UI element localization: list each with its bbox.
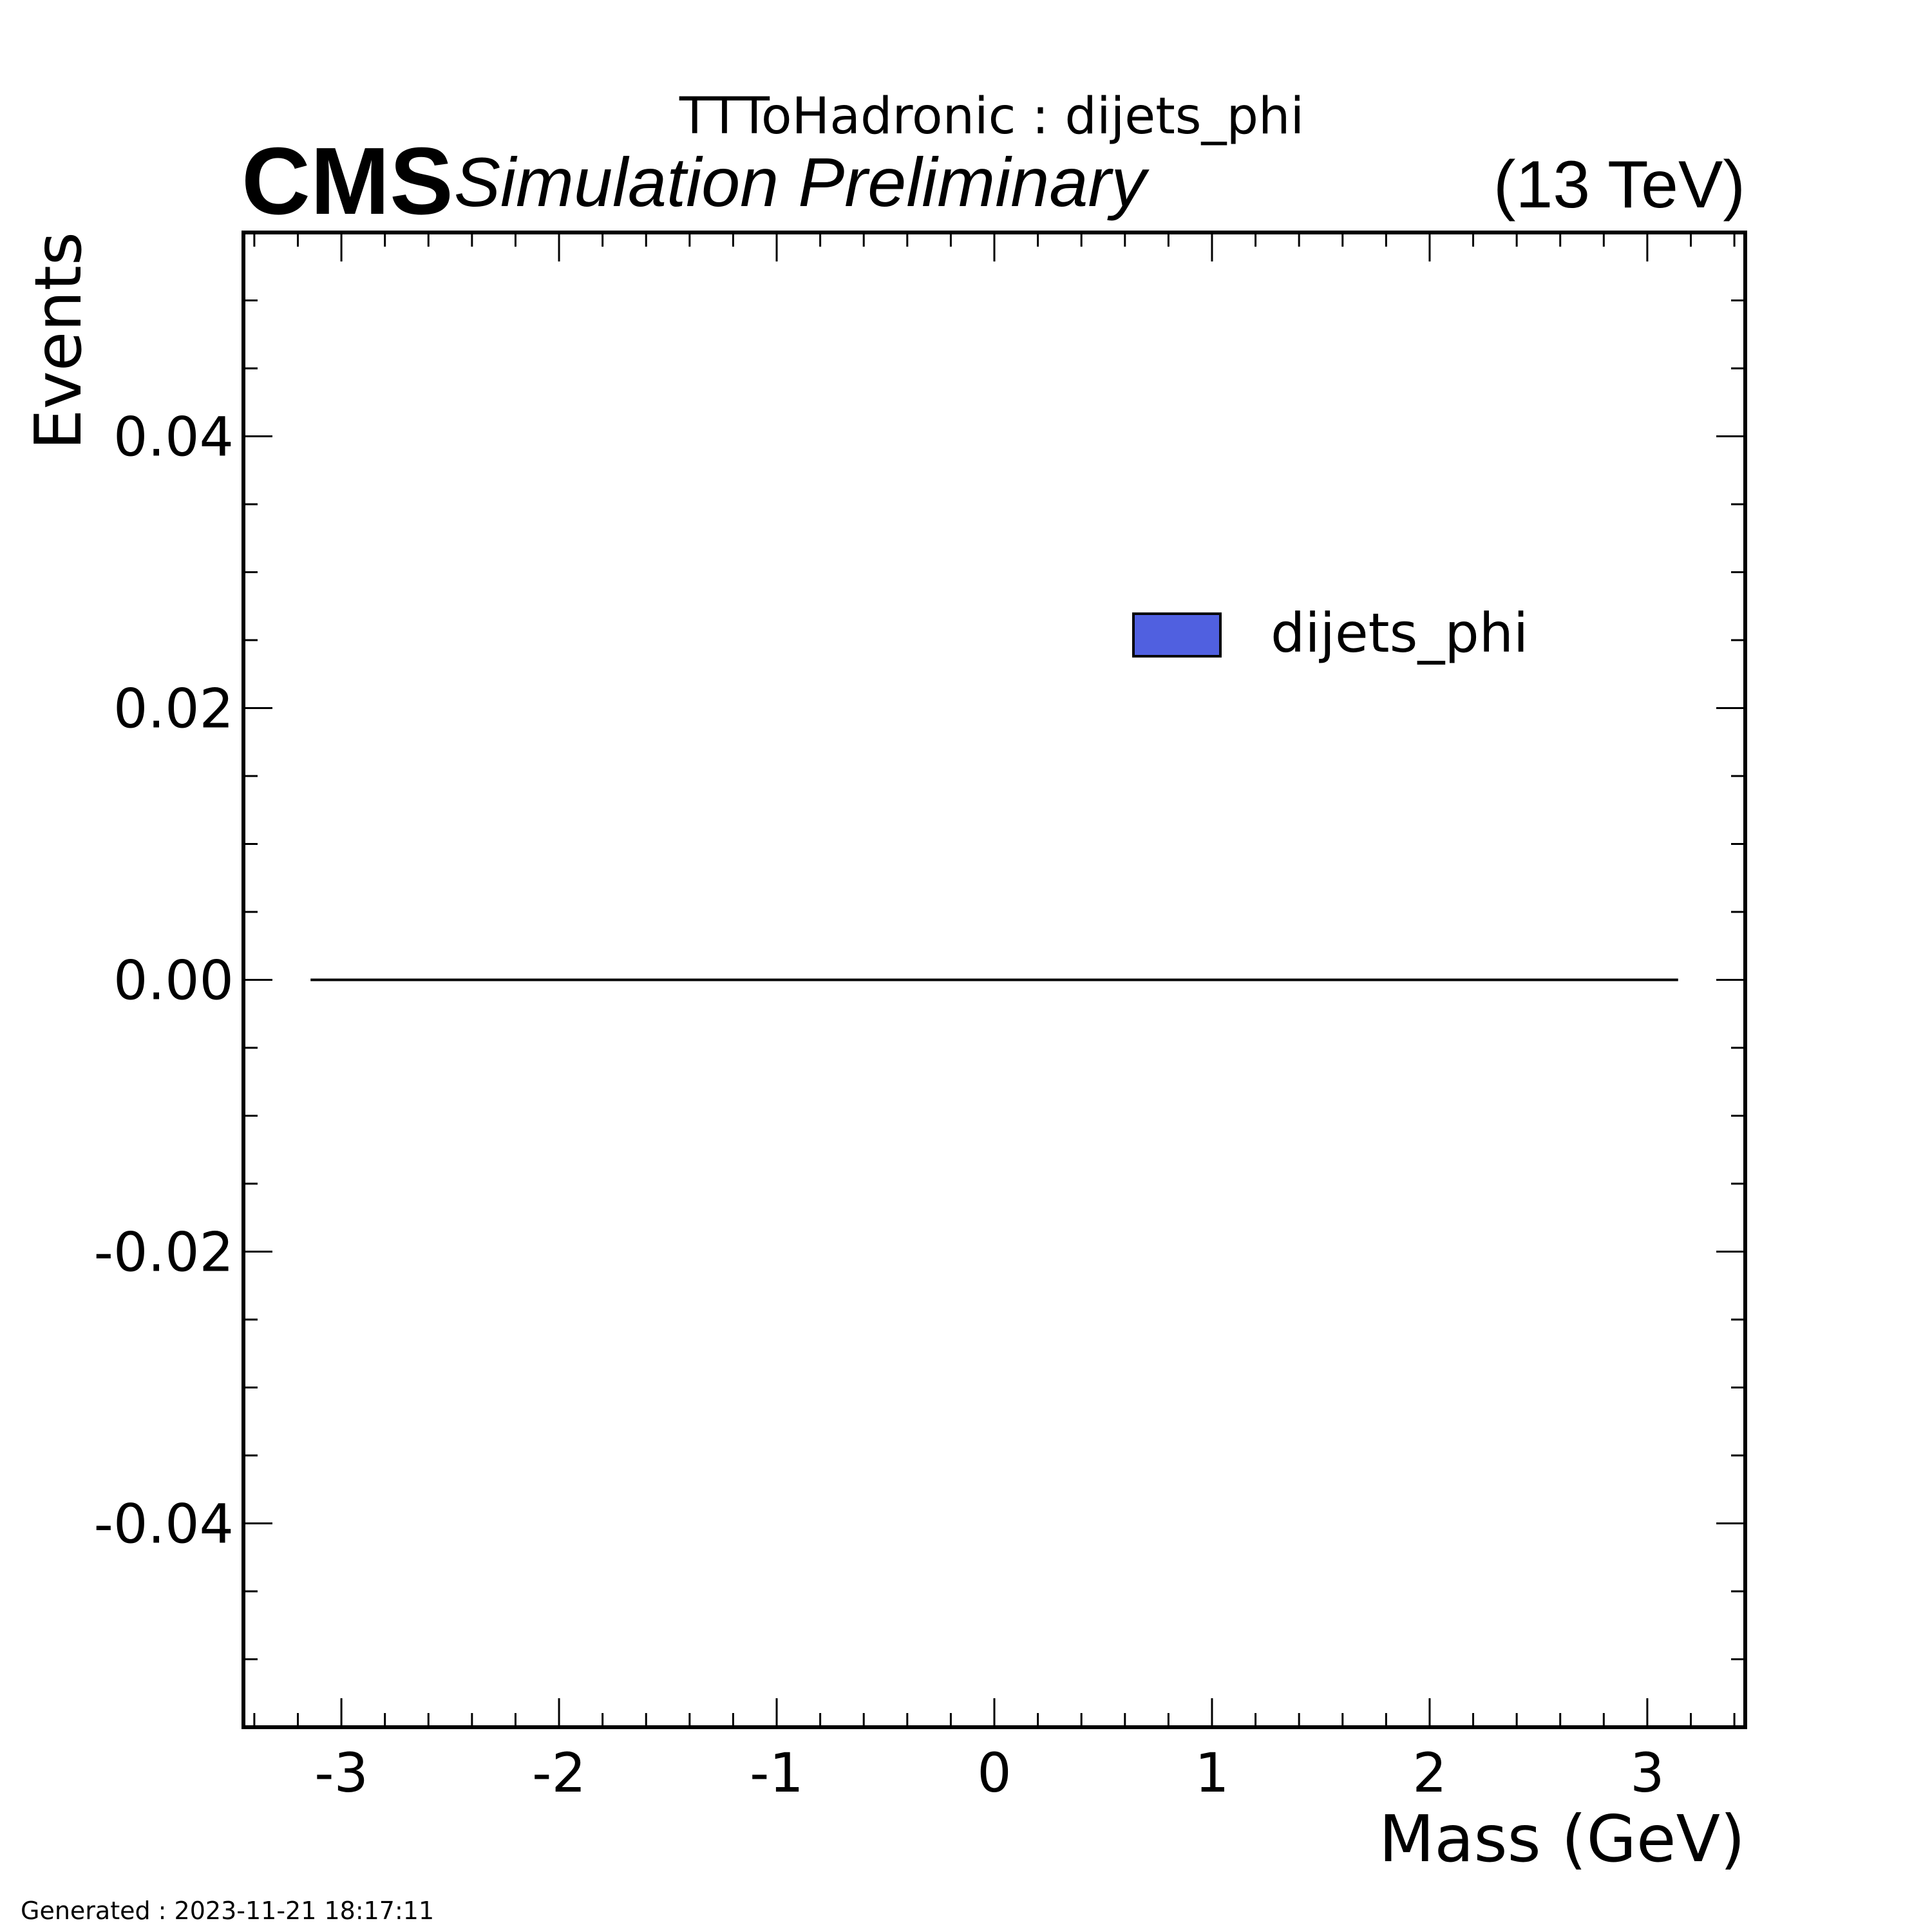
cms-label: CMS	[242, 128, 453, 234]
y-tick-label: 0.00	[113, 949, 234, 1012]
x-tick-label: -3	[314, 1741, 368, 1804]
plot-frame	[242, 231, 1747, 1729]
legend-swatch	[1132, 612, 1222, 658]
chart-title: TTToHadronic : dijets_phi	[679, 88, 1304, 146]
y-tick-label: -0.04	[94, 1493, 234, 1556]
simulation-preliminary-label: Simulation Preliminary	[454, 143, 1150, 221]
legend: dijets_phi	[1132, 601, 1528, 665]
x-axis-label: Mass (GeV)	[1379, 1801, 1745, 1877]
legend-label: dijets_phi	[1271, 601, 1528, 665]
axis-ticks	[243, 231, 1745, 1728]
generated-timestamp: Generated : 2023-11-21 18:17:11	[21, 1897, 434, 1925]
energy-label: (13 TeV)	[1493, 147, 1745, 222]
x-tick-label: 1	[1195, 1741, 1229, 1804]
y-tick-label: -0.02	[94, 1221, 234, 1284]
x-tick-label: -1	[750, 1741, 804, 1804]
y-tick-label: 0.02	[113, 677, 234, 741]
x-tick-label: 0	[977, 1741, 1011, 1804]
x-tick-label: 3	[1630, 1741, 1664, 1804]
y-tick-label: 0.04	[113, 406, 234, 469]
tick-labels: -3 -2 -1 0 1 2 3 0.04 0.02 0.00 -0.02 -0.04	[94, 406, 1665, 1805]
y-axis-label: Events	[21, 232, 96, 450]
x-tick-label: 2	[1412, 1741, 1446, 1804]
x-tick-label: -2	[532, 1741, 586, 1804]
